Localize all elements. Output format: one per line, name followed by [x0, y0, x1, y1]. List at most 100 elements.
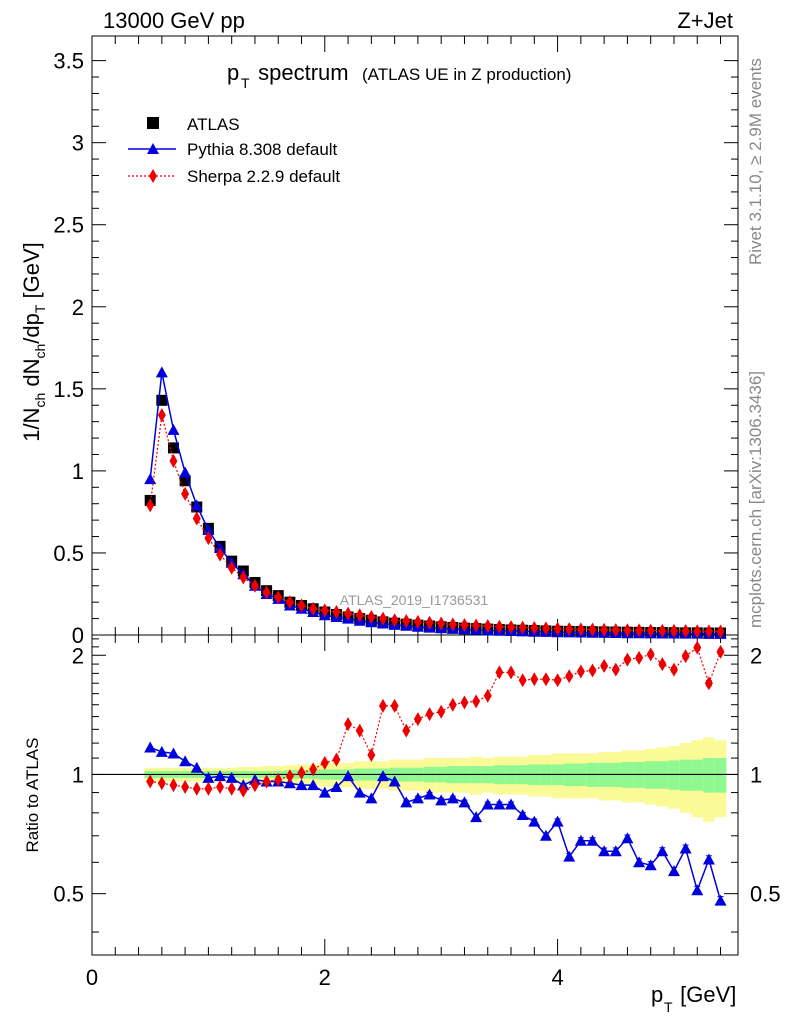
sherpa-main-point	[390, 613, 399, 628]
sherpa-main-point	[483, 618, 492, 633]
y-tick-label: 1	[72, 459, 84, 484]
sherpa-ratio-point	[274, 772, 283, 787]
pythia-main-point	[214, 542, 227, 554]
pythia-main-point	[155, 366, 168, 378]
pythia-main-point	[144, 473, 157, 485]
sherpa-ratio-point	[600, 658, 609, 673]
sherpa-ratio-point	[460, 695, 469, 710]
sherpa-main-point	[309, 601, 318, 616]
band-inner-bin	[703, 758, 715, 793]
pythia-ratio-point	[342, 770, 355, 782]
y-tick-label: 0.5	[53, 541, 84, 566]
sherpa-ratio-point	[669, 662, 678, 677]
sherpa-ratio-point	[146, 774, 155, 789]
data-series	[144, 366, 727, 906]
sherpa-main-point	[669, 623, 678, 638]
y-tick-label: 2	[72, 295, 84, 320]
pythia-main-point	[190, 499, 203, 511]
pythia-ratio-point	[644, 859, 657, 871]
tick-labels: 00.511.522.533.50.5 0.51 12 20 2 4	[53, 49, 780, 990]
sherpa-main-point	[588, 622, 597, 637]
atlas-main-point	[156, 394, 168, 406]
y-tick-label: 0	[72, 623, 84, 648]
y-tick-label: 3	[72, 131, 84, 156]
sherpa-main-point	[518, 620, 527, 635]
sherpa-ratio-point	[285, 769, 294, 784]
sherpa-main-line	[149, 414, 721, 633]
main-title: p T spectrum (ATLAS UE in Z production)	[227, 60, 571, 91]
sherpa-ratio-point	[693, 640, 702, 655]
pythia-ratio-point	[574, 834, 587, 846]
sherpa-main-point	[227, 560, 236, 575]
sherpa-main-point	[530, 620, 539, 635]
sherpa-main-point	[623, 623, 632, 638]
pythia-ratio-point	[667, 865, 680, 877]
sherpa-ratio-point	[402, 723, 411, 738]
sherpa-main-point	[425, 615, 434, 630]
sherpa-main-point	[507, 620, 516, 635]
sherpa-ratio-point	[157, 776, 166, 791]
sherpa-main-point	[181, 486, 190, 501]
sherpa-ratio-point	[704, 676, 713, 691]
sherpa-ratio-point	[611, 662, 620, 677]
sherpa-main-point	[681, 624, 690, 639]
sherpa-main-point	[460, 618, 469, 633]
sherpa-main-point	[157, 408, 166, 423]
pythia-ratio-point	[656, 845, 669, 857]
sherpa-ratio-point	[681, 649, 690, 664]
sherpa-main-point	[169, 454, 178, 469]
sherpa-main-point	[600, 622, 609, 637]
watermark: ATLAS_2019_I1736531	[340, 592, 489, 608]
sherpa-main-point	[646, 623, 655, 638]
sherpa-main-point	[553, 621, 562, 636]
sherpa-main-point	[146, 498, 155, 513]
sherpa-main-point	[297, 598, 306, 613]
pythia-ratio-point	[505, 798, 518, 810]
pythia-ratio-point	[179, 755, 192, 767]
pythia-ratio-point	[411, 792, 424, 804]
pythia-ratio-point	[563, 850, 576, 862]
ratio-y-tick-label: 0.5	[53, 882, 84, 907]
pythia-ratio-point	[679, 842, 692, 854]
pythia-ratio-point	[202, 771, 215, 783]
sherpa-main-point	[448, 617, 457, 632]
y-tick-label: 1.5	[53, 377, 84, 402]
title-tail: spectrum	[252, 60, 349, 85]
sherpa-main-point	[320, 603, 329, 618]
sherpa-main-point	[693, 624, 702, 639]
sherpa-ratio-point	[646, 647, 655, 662]
pythia-ratio-point	[528, 815, 541, 827]
pythia-ratio-point	[702, 853, 715, 865]
x-axis-label: p T [GeV]	[651, 982, 736, 1015]
band-inner-bin	[714, 758, 727, 793]
ratio-y-tick-label: 2	[72, 643, 84, 668]
sherpa-main-point	[437, 616, 446, 631]
pythia-ratio-point	[481, 798, 494, 810]
sherpa-ratio-point	[623, 652, 632, 667]
sherpa-ratio-point	[378, 698, 387, 713]
x-tick-label: 2	[319, 965, 331, 990]
y-axis-label-main: 1/Nch dNch/dpT [GeV]	[19, 242, 48, 442]
legend: ATLAS Pythia 8.308 default Sherpa 2.2.9 …	[128, 115, 340, 186]
pythia-ratio-point	[598, 845, 611, 857]
sherpa-ratio-point	[239, 783, 248, 798]
process-label: Z+Jet	[677, 8, 733, 33]
pythia-ratio-point	[144, 741, 157, 753]
band-inner-bin	[668, 760, 680, 790]
sherpa-ratio-point	[344, 717, 353, 732]
legend-atlas-marker	[147, 117, 159, 129]
sherpa-ratio-point	[507, 665, 516, 680]
ratio-y-tick-label-right: 1	[750, 762, 762, 787]
sherpa-main-point	[216, 547, 225, 562]
pythia-ratio-point	[388, 775, 401, 787]
atlas-main-point	[167, 442, 179, 454]
sherpa-ratio-point	[367, 747, 376, 762]
pythia-main-point	[179, 466, 192, 478]
mcplots-label: mcplots.cern.ch [arXiv:1306.3436]	[746, 371, 765, 628]
sherpa-ratio-point	[262, 774, 271, 789]
pythia-ratio-point	[365, 792, 378, 804]
pythia-ratio-point	[691, 884, 704, 896]
sherpa-ratio-point	[553, 673, 562, 688]
pythia-ratio-point	[714, 894, 727, 906]
subtitle: (ATLAS UE in Z production)	[362, 65, 571, 84]
